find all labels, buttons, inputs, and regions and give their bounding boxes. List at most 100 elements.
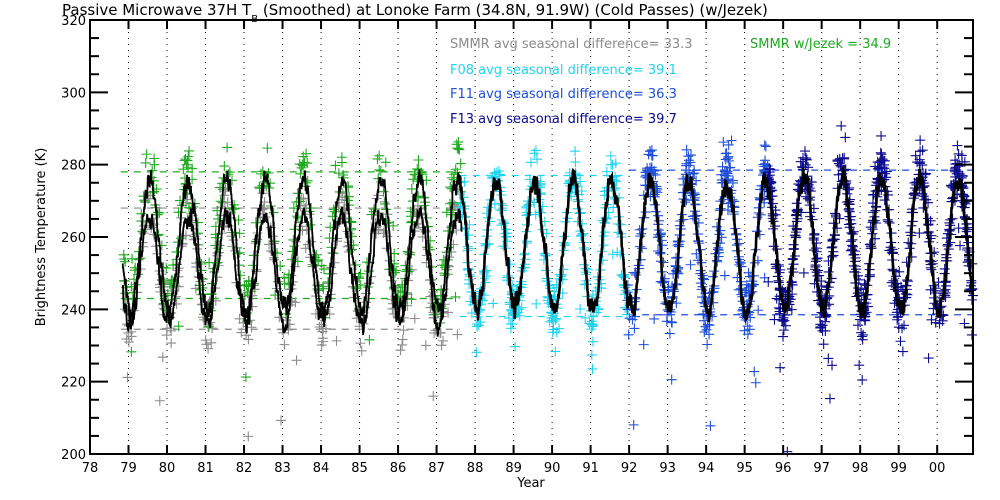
data-point xyxy=(408,174,419,185)
x-tick-label: 93 xyxy=(659,461,676,476)
data-point xyxy=(888,280,899,291)
data-point xyxy=(876,130,887,141)
y-tick-label: 220 xyxy=(61,376,86,391)
data-point xyxy=(587,336,598,347)
data-point xyxy=(719,270,730,281)
data-point xyxy=(917,145,928,156)
data-point xyxy=(120,288,131,299)
data-point xyxy=(606,159,617,170)
series-f08 xyxy=(454,145,632,374)
data-point xyxy=(219,161,230,172)
data-point xyxy=(356,345,367,356)
data-point xyxy=(727,177,738,188)
data-point xyxy=(505,318,516,329)
data-point xyxy=(366,209,377,220)
data-point xyxy=(815,321,826,332)
data-point xyxy=(664,328,675,339)
x-tick-label: 95 xyxy=(736,461,753,476)
data-point xyxy=(722,170,733,181)
x-tick-label: 98 xyxy=(852,461,869,476)
data-point xyxy=(715,225,726,236)
data-point xyxy=(291,355,302,366)
data-point xyxy=(753,305,764,316)
data-point xyxy=(346,231,357,242)
data-point xyxy=(157,352,168,363)
data-point xyxy=(398,325,409,336)
x-tick-label: 85 xyxy=(351,461,368,476)
data-point xyxy=(702,339,713,350)
data-point xyxy=(685,259,696,270)
data-point xyxy=(881,172,892,183)
data-point xyxy=(529,148,540,159)
data-point xyxy=(329,206,340,217)
data-point xyxy=(454,144,465,155)
data-point xyxy=(853,320,864,331)
y-tick-label: 300 xyxy=(61,86,86,101)
data-point xyxy=(949,165,960,176)
data-point xyxy=(531,298,542,309)
data-point xyxy=(516,302,527,313)
data-point xyxy=(452,329,463,340)
data-point xyxy=(450,291,461,302)
grid-layer xyxy=(128,20,938,454)
x-tick-label: 88 xyxy=(467,461,484,476)
data-point xyxy=(213,213,224,224)
data-point xyxy=(203,343,214,354)
data-point xyxy=(235,270,246,281)
data-point xyxy=(455,158,466,169)
data-point xyxy=(420,340,431,351)
x-tick-label: 91 xyxy=(582,461,599,476)
data-point xyxy=(409,313,420,324)
data-point xyxy=(723,139,734,150)
data-point xyxy=(687,168,698,179)
data-point xyxy=(302,239,313,250)
data-point xyxy=(276,415,287,426)
data-point xyxy=(643,149,654,160)
data-point xyxy=(774,306,785,317)
data-point xyxy=(930,317,941,328)
y-tick-label: 240 xyxy=(61,303,86,318)
data-point xyxy=(452,143,463,154)
data-point xyxy=(187,163,198,174)
data-point xyxy=(525,157,536,168)
data-point xyxy=(763,276,774,287)
data-point xyxy=(705,420,716,431)
data-point xyxy=(406,183,417,194)
data-point xyxy=(952,158,963,169)
data-point xyxy=(425,235,436,246)
data-point xyxy=(857,374,868,385)
data-point xyxy=(364,334,375,345)
data-point xyxy=(952,140,963,151)
data-point xyxy=(147,165,158,176)
data-point xyxy=(955,240,966,251)
annotation-f08: F08 avg seasonal difference= 39.1 xyxy=(450,63,677,78)
data-point xyxy=(854,360,865,371)
data-point xyxy=(570,146,581,157)
data-point xyxy=(834,153,845,164)
data-point xyxy=(587,321,598,332)
x-tick-label: 92 xyxy=(621,461,638,476)
x-tick-label: 83 xyxy=(274,461,291,476)
x-tick-label: 82 xyxy=(236,461,253,476)
data-point xyxy=(856,327,867,338)
data-point xyxy=(897,323,908,334)
data-point xyxy=(698,315,709,326)
x-tick-label: 89 xyxy=(505,461,522,476)
data-point xyxy=(587,363,598,374)
x-axis-label: Year xyxy=(516,476,545,491)
data-point xyxy=(336,157,347,168)
data-point xyxy=(699,274,710,285)
data-point xyxy=(302,158,313,169)
data-point xyxy=(683,151,694,162)
data-point xyxy=(759,161,770,172)
x-tick-label: 78 xyxy=(82,461,99,476)
data-point xyxy=(243,431,254,442)
data-point xyxy=(798,152,808,163)
smoothed-lines xyxy=(121,166,975,337)
data-point xyxy=(126,331,137,342)
data-point xyxy=(355,338,366,349)
x-tick-label: 87 xyxy=(428,461,445,476)
data-point xyxy=(350,259,361,270)
chart-title: Passive Microwave 37H TB (Smoothed) at L… xyxy=(62,1,768,25)
data-point xyxy=(444,198,455,209)
